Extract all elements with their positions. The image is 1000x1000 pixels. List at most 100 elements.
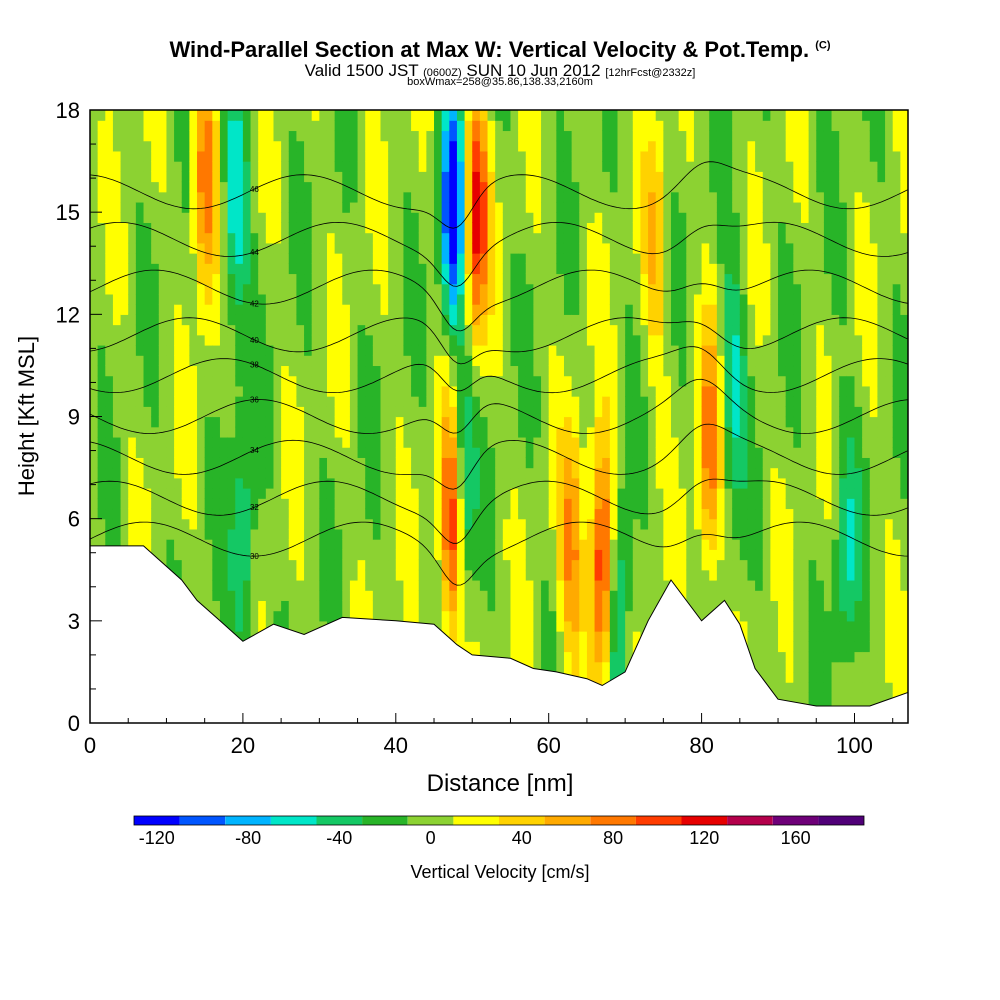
velocity-cell <box>281 201 290 213</box>
velocity-cell <box>495 110 504 121</box>
velocity-cell <box>602 447 611 458</box>
velocity-cell <box>388 212 397 223</box>
velocity-cell <box>609 671 619 683</box>
velocity-cell <box>632 447 642 458</box>
velocity-cell <box>181 232 190 244</box>
velocity-cell <box>273 559 282 571</box>
velocity-cell <box>418 130 427 142</box>
velocity-cell <box>189 344 198 356</box>
velocity-cell <box>648 171 657 183</box>
velocity-cell <box>456 528 466 540</box>
velocity-cell <box>158 416 168 428</box>
velocity-cell <box>395 375 405 387</box>
velocity-cell <box>640 201 649 213</box>
velocity-cell <box>441 498 450 510</box>
velocity-cell <box>128 110 137 121</box>
velocity-cell <box>334 212 343 223</box>
velocity-cell <box>479 150 489 162</box>
velocity-cell <box>120 181 129 193</box>
velocity-cell <box>571 600 580 612</box>
velocity-cell <box>304 283 313 295</box>
velocity-cell <box>655 222 664 234</box>
velocity-cell <box>326 426 336 438</box>
velocity-cell <box>686 201 695 213</box>
velocity-cell <box>258 273 267 285</box>
velocity-cell <box>456 375 466 387</box>
velocity-cell <box>326 467 336 479</box>
velocity-cell <box>709 130 718 142</box>
velocity-cell <box>510 477 519 489</box>
velocity-cell <box>90 253 99 264</box>
velocity-cell <box>456 396 466 407</box>
velocity-cell <box>403 610 412 622</box>
chart-title: Wind-Parallel Section at Max W: Vertical… <box>169 37 831 62</box>
velocity-cell <box>563 559 573 571</box>
velocity-cell <box>288 436 298 448</box>
velocity-cell <box>258 528 267 540</box>
velocity-cell <box>464 396 473 407</box>
velocity-cell <box>510 212 519 223</box>
velocity-cell <box>128 191 137 203</box>
velocity-cell <box>296 488 305 499</box>
velocity-cell <box>174 263 183 275</box>
velocity-cell <box>449 457 458 469</box>
velocity-cell <box>434 436 443 448</box>
velocity-cell <box>434 263 443 275</box>
velocity-cell <box>250 263 259 275</box>
velocity-cell <box>174 181 183 193</box>
velocity-cell <box>326 304 336 315</box>
velocity-cell <box>655 375 664 387</box>
velocity-cell <box>311 222 320 234</box>
velocity-cell <box>548 549 557 561</box>
velocity-cell <box>716 120 726 132</box>
velocity-cell <box>441 130 450 142</box>
velocity-cell <box>212 579 221 591</box>
velocity-cell <box>212 212 221 223</box>
velocity-cell <box>563 528 573 540</box>
velocity-cell <box>135 140 145 152</box>
velocity-cell <box>135 130 145 142</box>
velocity-cell <box>556 559 565 571</box>
velocity-cell <box>357 416 366 428</box>
velocity-cell <box>678 447 687 458</box>
velocity-cell <box>594 201 603 213</box>
velocity-cell <box>128 365 137 377</box>
velocity-cell <box>502 263 512 275</box>
velocity-cell <box>655 365 664 377</box>
velocity-cell <box>541 406 550 418</box>
velocity-cell <box>235 579 244 591</box>
velocity-cell <box>227 610 236 622</box>
velocity-cell <box>273 396 282 407</box>
velocity-cell <box>541 314 550 326</box>
velocity-cell <box>533 304 542 315</box>
velocity-cell <box>579 242 588 254</box>
velocity-cell <box>135 171 145 183</box>
velocity-cell <box>701 436 710 448</box>
velocity-cell <box>250 498 259 510</box>
velocity-cell <box>112 344 122 356</box>
velocity-cell <box>143 161 152 172</box>
velocity-cell <box>548 212 557 223</box>
velocity-cell <box>602 518 611 530</box>
velocity-cell <box>235 140 244 152</box>
velocity-cell <box>212 242 221 254</box>
velocity-cell <box>671 242 680 254</box>
velocity-cell <box>357 375 366 387</box>
velocity-cell <box>128 283 137 295</box>
velocity-cell <box>487 631 496 642</box>
velocity-cell <box>151 324 160 336</box>
velocity-cell <box>319 212 328 223</box>
velocity-cell <box>479 488 489 499</box>
velocity-cell <box>510 181 519 193</box>
velocity-cell <box>197 253 206 264</box>
velocity-cell <box>105 304 114 315</box>
velocity-cell <box>579 181 588 193</box>
velocity-cell <box>219 559 229 571</box>
velocity-cell <box>90 283 99 295</box>
velocity-cell <box>724 590 733 601</box>
velocity-cell <box>594 661 603 673</box>
velocity-cell <box>418 518 427 530</box>
velocity-cell <box>655 253 664 264</box>
velocity-cell <box>693 253 703 264</box>
velocity-cell <box>357 150 366 162</box>
